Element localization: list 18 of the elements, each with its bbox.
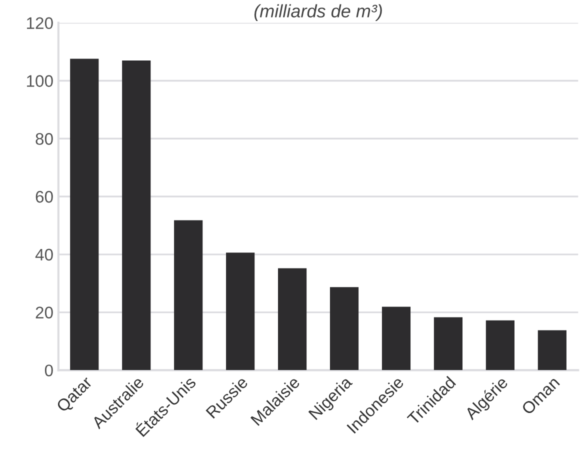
bar <box>226 252 255 370</box>
chart-title: (milliards de m³) <box>254 4 382 22</box>
bar <box>70 58 99 370</box>
bar <box>486 320 514 370</box>
bar <box>330 287 359 370</box>
bar <box>122 60 151 370</box>
y-tick-label: 80 <box>36 133 53 145</box>
y-tick-label: 20 <box>36 306 53 318</box>
bar <box>434 317 463 370</box>
bar <box>382 306 411 370</box>
bar <box>174 220 203 370</box>
bar <box>538 330 566 370</box>
y-tick-label: 40 <box>35 248 53 261</box>
bar <box>278 268 307 370</box>
y-tick-label: 60 <box>36 190 53 203</box>
y-tick-label: 120 <box>27 17 53 30</box>
y-tick-label: 100 <box>27 75 53 87</box>
y-tick-label: 0 <box>44 364 53 376</box>
